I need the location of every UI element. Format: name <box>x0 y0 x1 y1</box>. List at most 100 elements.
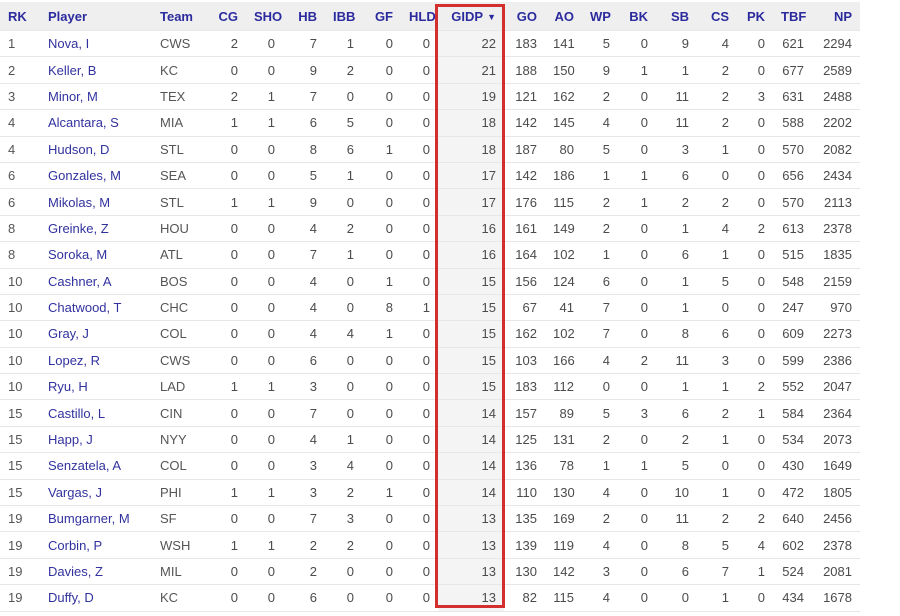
cell-ibb: 3 <box>325 505 362 533</box>
table-row: 10 Chatwood, T CHC 0 0 4 0 8 1 15 67 41 7 0 1 0 0 247 970 <box>0 294 860 322</box>
cell-player[interactable]: Keller, B <box>40 56 152 84</box>
cell-player[interactable]: Senzatela, A <box>40 452 152 480</box>
cell-player[interactable]: Alcantara, S <box>40 109 152 137</box>
cell-gf: 1 <box>362 268 401 295</box>
cell-rk: 8 <box>0 215 40 243</box>
cell-hb: 2 <box>283 531 325 559</box>
cell-cg: 2 <box>209 29 246 58</box>
cell-tbf: 515 <box>773 241 812 269</box>
column-header-sho[interactable]: SHO <box>246 2 283 31</box>
cell-wp: 4 <box>582 109 618 137</box>
cell-sb: 1 <box>656 373 697 401</box>
cell-ibb: 1 <box>325 29 362 58</box>
column-header-hb[interactable]: HB <box>283 2 325 31</box>
cell-player[interactable]: Happ, J <box>40 426 152 454</box>
cell-sb: 2 <box>656 426 697 454</box>
column-header-rk[interactable]: RK <box>0 2 40 31</box>
cell-tbf: 640 <box>773 505 812 533</box>
table-row: 3 Minor, M TEX 2 1 7 0 0 0 19 121 162 2 0 11 2 3 631 2488 <box>0 83 860 111</box>
cell-player[interactable]: Soroka, M <box>40 241 152 269</box>
cell-wp: 5 <box>582 136 618 163</box>
cell-np: 1649 <box>812 452 860 480</box>
cell-player[interactable]: Lopez, R <box>40 347 152 375</box>
cell-gidp: 13 <box>438 505 504 533</box>
cell-gidp: 14 <box>438 399 504 427</box>
cell-hb: 7 <box>283 505 325 533</box>
cell-ao: 141 <box>545 29 582 58</box>
cell-hb: 9 <box>283 56 325 84</box>
cell-player[interactable]: Castillo, L <box>40 399 152 427</box>
cell-cg: 2 <box>209 83 246 111</box>
cell-player[interactable]: Vargas, J <box>40 479 152 507</box>
table-row: 15 Happ, J NYY 0 0 4 1 0 0 14 125 131 2 0 2 1 0 534 2073 <box>0 426 860 454</box>
column-header-tbf[interactable]: TBF <box>773 2 812 31</box>
cell-team: STL <box>152 188 209 216</box>
column-header-cg[interactable]: CG <box>209 2 246 31</box>
cell-player[interactable]: Gray, J <box>40 320 152 348</box>
table-row: 10 Gray, J COL 0 0 4 4 1 0 15 162 102 7 0 8 6 0 609 2273 <box>0 320 860 348</box>
column-header-sb[interactable]: SB <box>656 2 697 31</box>
cell-player[interactable]: Greinke, Z <box>40 215 152 243</box>
cell-cs: 3 <box>697 347 737 375</box>
cell-player[interactable]: Ryu, H <box>40 373 152 401</box>
cell-player[interactable]: Chatwood, T <box>40 294 152 322</box>
cell-sb: 1 <box>656 268 697 295</box>
cell-team: NYY <box>152 426 209 454</box>
column-header-np[interactable]: NP <box>812 2 860 31</box>
cell-gidp: 18 <box>438 136 504 163</box>
table-row: 19 Duffy, D KC 0 0 6 0 0 0 13 82 115 4 0 0 1 0 434 1678 <box>0 584 860 612</box>
column-header-cs[interactable]: CS <box>697 2 737 31</box>
cell-player[interactable]: Corbin, P <box>40 531 152 559</box>
cell-cg: 0 <box>209 558 246 586</box>
cell-wp: 5 <box>582 399 618 427</box>
cell-player[interactable]: Cashner, A <box>40 268 152 295</box>
cell-hb: 6 <box>283 584 325 612</box>
cell-cs: 5 <box>697 531 737 559</box>
cell-np: 2488 <box>812 83 860 111</box>
cell-ao: 102 <box>545 241 582 269</box>
cell-player[interactable]: Nova, I <box>40 29 152 58</box>
cell-team: SEA <box>152 162 209 190</box>
cell-gf: 0 <box>362 584 401 612</box>
cell-team: MIL <box>152 558 209 586</box>
cell-hb: 4 <box>283 426 325 454</box>
cell-pk: 2 <box>737 505 773 533</box>
column-header-go[interactable]: GO <box>504 2 545 31</box>
column-header-wp[interactable]: WP <box>582 2 618 31</box>
column-header-ao[interactable]: AO <box>545 2 582 31</box>
cell-bk: 0 <box>618 29 656 58</box>
cell-hld: 0 <box>401 426 438 454</box>
cell-gidp: 13 <box>438 531 504 559</box>
cell-gidp: 15 <box>438 294 504 322</box>
cell-player[interactable]: Hudson, D <box>40 136 152 163</box>
cell-tbf: 472 <box>773 479 812 507</box>
cell-rk: 4 <box>0 109 40 137</box>
column-header-gidp[interactable]: GIDP ▼ <box>438 2 504 31</box>
column-header-bk[interactable]: BK <box>618 2 656 31</box>
column-header-team[interactable]: Team <box>152 2 209 31</box>
column-header-gf[interactable]: GF <box>362 2 401 31</box>
cell-player[interactable]: Gonzales, M <box>40 162 152 190</box>
cell-cg: 0 <box>209 294 246 322</box>
cell-pk: 0 <box>737 136 773 163</box>
cell-player[interactable]: Davies, Z <box>40 558 152 586</box>
column-header-pk[interactable]: PK <box>737 2 773 31</box>
cell-player[interactable]: Bumgarner, M <box>40 505 152 533</box>
table-body: 1 Nova, I CWS 2 0 7 1 0 0 22 183 141 5 0 9 4 0 621 2294 2 Ke… <box>0 29 860 612</box>
cell-gf: 0 <box>362 505 401 533</box>
cell-pk: 0 <box>737 320 773 348</box>
cell-tbf: 570 <box>773 188 812 216</box>
column-header-ibb[interactable]: IBB <box>325 2 362 31</box>
cell-player[interactable]: Minor, M <box>40 83 152 111</box>
table-row: 2 Keller, B KC 0 0 9 2 0 0 21 188 150 9 1 1 2 0 677 2589 <box>0 56 860 84</box>
cell-ao: 78 <box>545 452 582 480</box>
cell-player[interactable]: Duffy, D <box>40 584 152 612</box>
cell-player[interactable]: Mikolas, M <box>40 188 152 216</box>
cell-sho: 0 <box>246 426 283 454</box>
cell-sb: 6 <box>656 241 697 269</box>
column-header-hld[interactable]: HLD <box>401 2 438 31</box>
cell-sho: 0 <box>246 558 283 586</box>
column-header-player[interactable]: Player <box>40 2 152 31</box>
cell-wp: 2 <box>582 188 618 216</box>
cell-sb: 3 <box>656 136 697 163</box>
